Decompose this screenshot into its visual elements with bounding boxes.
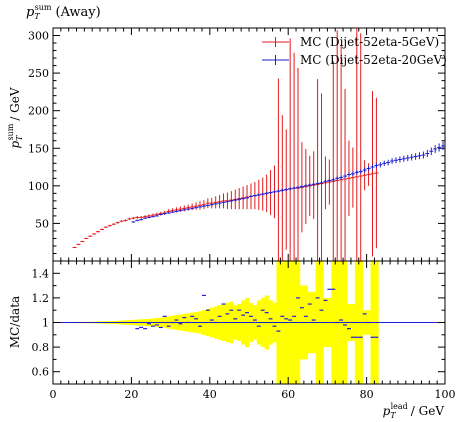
bottom-y-tick-label: 1 xyxy=(42,317,49,330)
bottom-x-ticks: 0 20 40 60 80 100 xyxy=(50,261,456,401)
bottom-y-axis-label: MC/data xyxy=(8,296,22,348)
x-tick-label: 0 xyxy=(50,388,57,401)
legend: MC (Dijet-52eta-5GeV) MC (Dijet-52eta-20… xyxy=(262,35,447,67)
bottom-series xyxy=(53,288,445,338)
x-tick-label: 40 xyxy=(203,388,217,401)
chart-title: pTsum (Away) xyxy=(26,3,101,21)
top-y-tick-label: 200 xyxy=(28,105,49,118)
x-tick-label: 20 xyxy=(124,388,138,401)
legend-item-5gev: MC (Dijet-52eta-5GeV) xyxy=(262,35,439,49)
top-y-tick-label: 100 xyxy=(28,180,49,193)
top-panel: 50 100 150 200 250 300 xyxy=(28,27,446,262)
bottom-y-tick-label: 1.2 xyxy=(32,292,50,305)
legend-item-20gev: MC (Dijet-52eta-20GeV) xyxy=(262,53,447,67)
top-y-tick-label: 250 xyxy=(28,67,49,80)
legend-label-5gev: MC (Dijet-52eta-5GeV) xyxy=(300,35,439,49)
legend-label-20gev: MC (Dijet-52eta-20GeV) xyxy=(300,53,447,67)
top-y-tick-label: 300 xyxy=(28,30,49,43)
bottom-panel: 0.6 0.8 1 1.2 1.4 0 20 40 60 80 100 xyxy=(32,260,456,401)
top-y-tick-label: 50 xyxy=(35,217,49,230)
x-axis-label: pTlead / GeV xyxy=(383,402,445,420)
top-y-tick-label: 150 xyxy=(28,142,49,155)
x-tick-label: 80 xyxy=(360,388,374,401)
bottom-y-tick-label: 0.8 xyxy=(32,341,50,354)
top-x-ticks xyxy=(52,28,446,261)
top-y-axis-label: pTsum/ GeV xyxy=(6,87,24,148)
bottom-y-tick-label: 1.4 xyxy=(32,267,50,280)
top-y-ticks: 50 100 150 200 250 300 xyxy=(28,30,445,254)
top-series xyxy=(72,28,445,261)
x-tick-label: 100 xyxy=(435,388,456,401)
bottom-y-ticks: 0.6 0.8 1 1.2 1.4 xyxy=(32,260,445,385)
x-tick-label: 60 xyxy=(281,388,295,401)
bottom-y-tick-label: 0.6 xyxy=(32,366,50,379)
